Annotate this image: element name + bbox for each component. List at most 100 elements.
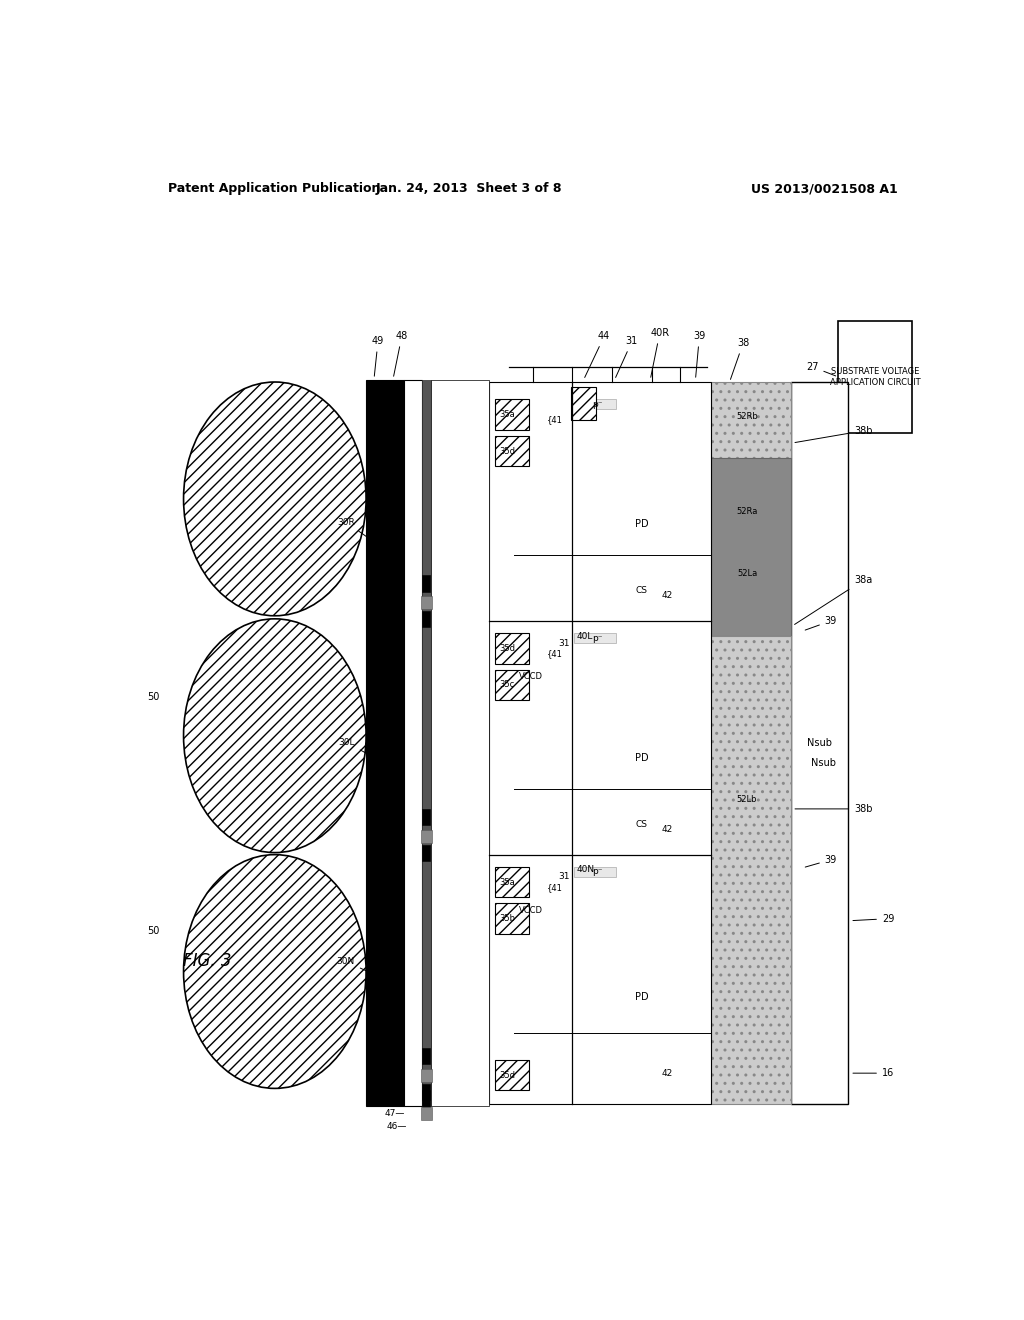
Text: 38: 38 bbox=[730, 338, 750, 379]
Text: 35d: 35d bbox=[499, 446, 515, 455]
Text: PD: PD bbox=[635, 519, 648, 529]
Text: 47: 47 bbox=[391, 598, 402, 607]
Text: 39: 39 bbox=[805, 855, 837, 867]
Text: 16: 16 bbox=[853, 1068, 894, 1078]
Bar bbox=[422, 380, 431, 1106]
Text: 27: 27 bbox=[806, 362, 836, 376]
Text: 35c: 35c bbox=[499, 680, 514, 689]
Bar bbox=[712, 636, 791, 1104]
Text: 38b: 38b bbox=[795, 426, 872, 442]
Text: p⁻: p⁻ bbox=[592, 400, 603, 409]
Text: Nsub: Nsub bbox=[807, 738, 831, 748]
Bar bbox=[496, 399, 528, 430]
Text: 48: 48 bbox=[393, 331, 408, 376]
Bar bbox=[431, 380, 489, 1106]
Text: 46: 46 bbox=[393, 1055, 404, 1064]
Bar bbox=[404, 380, 422, 1106]
Text: FIG. 3: FIG. 3 bbox=[183, 952, 231, 970]
Bar bbox=[421, 830, 432, 843]
Text: 46: 46 bbox=[393, 577, 404, 586]
Text: 47—: 47— bbox=[385, 1109, 404, 1118]
Text: 35b: 35b bbox=[499, 915, 515, 923]
Text: {41: {41 bbox=[547, 414, 563, 424]
Circle shape bbox=[183, 619, 367, 853]
Bar bbox=[423, 845, 430, 861]
Bar bbox=[574, 399, 615, 409]
Text: 39: 39 bbox=[805, 616, 837, 630]
Text: Nsub: Nsub bbox=[811, 758, 836, 768]
Text: 52Lb: 52Lb bbox=[736, 795, 758, 804]
Text: 52Ra: 52Ra bbox=[736, 507, 758, 516]
Text: SUBSTRATE VOLTAGE
APPLICATION CIRCUIT: SUBSTRATE VOLTAGE APPLICATION CIRCUIT bbox=[829, 367, 921, 387]
Bar bbox=[496, 669, 528, 700]
Text: p⁻: p⁻ bbox=[592, 867, 603, 876]
Text: 50: 50 bbox=[147, 692, 160, 702]
Bar bbox=[496, 903, 528, 935]
Text: 31: 31 bbox=[559, 639, 570, 648]
Text: p⁻: p⁻ bbox=[592, 634, 603, 643]
Text: 47: 47 bbox=[391, 1076, 402, 1085]
Text: CS: CS bbox=[636, 586, 648, 595]
Text: 52Rb: 52Rb bbox=[736, 412, 758, 421]
Bar bbox=[421, 1106, 432, 1119]
Text: {41: {41 bbox=[547, 649, 563, 657]
Text: US 2013/0021508 A1: US 2013/0021508 A1 bbox=[751, 182, 898, 195]
Bar bbox=[423, 611, 430, 627]
Text: 30R: 30R bbox=[337, 517, 383, 548]
Bar bbox=[489, 381, 712, 1104]
Bar bbox=[496, 634, 528, 664]
Text: 30L: 30L bbox=[339, 738, 383, 762]
Text: {41: {41 bbox=[547, 883, 563, 891]
Text: 46: 46 bbox=[393, 810, 404, 820]
Text: 35a: 35a bbox=[499, 411, 515, 418]
Text: 38a: 38a bbox=[795, 576, 872, 624]
Text: 50: 50 bbox=[147, 925, 160, 936]
Bar bbox=[574, 867, 615, 876]
Text: 40R: 40R bbox=[650, 329, 670, 378]
Text: PD: PD bbox=[635, 991, 648, 1002]
Text: 42: 42 bbox=[662, 825, 673, 834]
Bar bbox=[421, 1069, 432, 1082]
Bar bbox=[496, 867, 528, 898]
Text: 52La: 52La bbox=[737, 569, 757, 578]
Bar bbox=[496, 436, 528, 466]
Text: 35d: 35d bbox=[499, 644, 515, 653]
Circle shape bbox=[183, 854, 367, 1089]
Text: 30N: 30N bbox=[337, 957, 383, 978]
Text: 42: 42 bbox=[662, 1069, 673, 1077]
Bar bbox=[712, 458, 791, 636]
Text: Jan. 24, 2013  Sheet 3 of 8: Jan. 24, 2013 Sheet 3 of 8 bbox=[376, 182, 562, 195]
Text: 39: 39 bbox=[693, 331, 706, 378]
Text: 49: 49 bbox=[372, 337, 384, 376]
Bar bbox=[367, 380, 404, 1106]
Bar bbox=[791, 381, 848, 1104]
Bar bbox=[712, 381, 791, 458]
Text: 44: 44 bbox=[585, 331, 610, 378]
Text: Patent Application Publication: Patent Application Publication bbox=[168, 182, 380, 195]
Text: 35a: 35a bbox=[499, 878, 515, 887]
Text: 29: 29 bbox=[853, 913, 894, 924]
Bar bbox=[421, 597, 432, 610]
Bar bbox=[423, 1090, 430, 1106]
Bar bbox=[423, 1048, 430, 1064]
Text: 38b: 38b bbox=[795, 804, 872, 814]
Bar bbox=[423, 809, 430, 825]
Bar bbox=[574, 634, 615, 643]
Text: 40N: 40N bbox=[577, 866, 595, 874]
Bar bbox=[423, 1084, 430, 1100]
Text: PD: PD bbox=[635, 754, 648, 763]
Bar bbox=[423, 576, 430, 591]
Bar bbox=[570, 387, 596, 420]
Text: 42: 42 bbox=[662, 591, 673, 601]
Text: CS: CS bbox=[636, 820, 648, 829]
Text: 46—: 46— bbox=[386, 1122, 407, 1131]
Bar bbox=[839, 321, 912, 433]
Text: VCCD: VCCD bbox=[519, 672, 543, 681]
Text: 31: 31 bbox=[559, 873, 570, 882]
Text: 35d: 35d bbox=[499, 1071, 515, 1080]
Text: 47: 47 bbox=[391, 832, 402, 841]
Text: 40L: 40L bbox=[577, 631, 593, 640]
Text: VCCD: VCCD bbox=[519, 906, 543, 915]
Text: 31: 31 bbox=[615, 337, 638, 378]
Circle shape bbox=[183, 381, 367, 615]
